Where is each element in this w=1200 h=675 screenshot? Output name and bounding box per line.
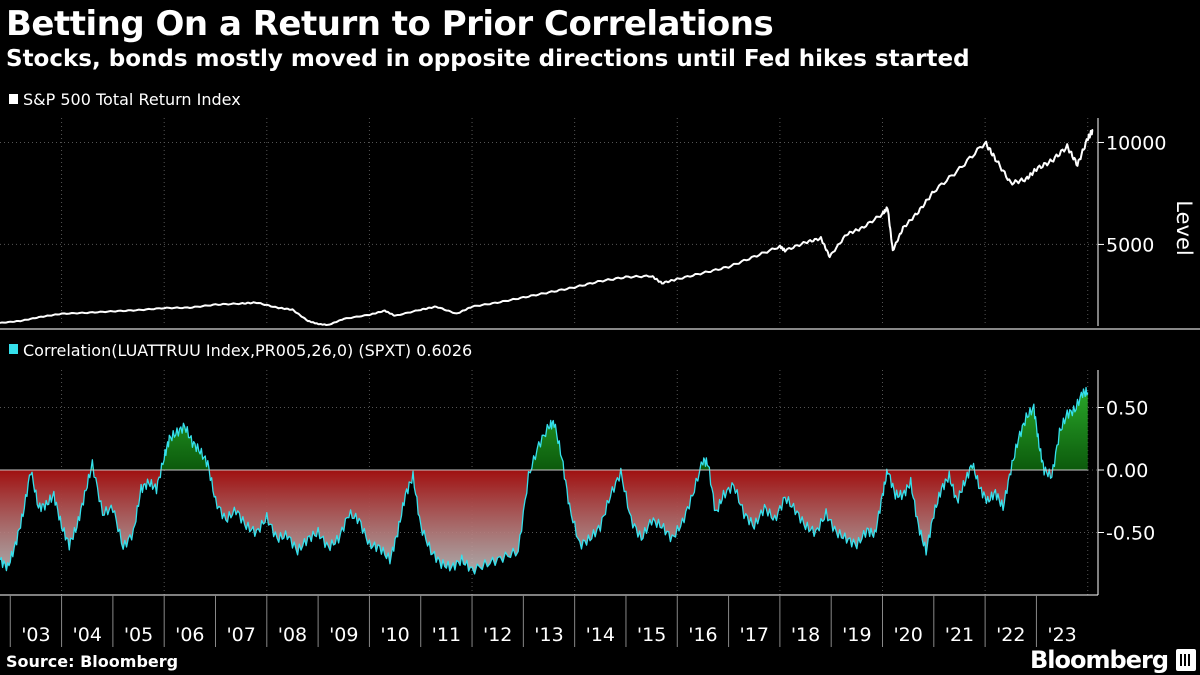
y-tick-label: 0.00	[1106, 460, 1148, 482]
price-panel: 5000 10000 Level S&P 500 Total Return Index	[0, 90, 1200, 330]
x-tick-label: '07	[226, 624, 255, 646]
source-note: Source: Bloomberg	[6, 652, 179, 671]
brand-logo-text: Bloomberg	[1030, 646, 1169, 674]
y-tick-label: 0.50	[1106, 398, 1148, 420]
legend-label: S&P 500 Total Return Index	[23, 90, 241, 109]
series-line-sp500	[0, 128, 1094, 327]
x-tick-label: '19	[842, 624, 871, 646]
legend-label: Correlation(LUATTRUU Index,PR005,26,0) (…	[23, 341, 472, 360]
x-tick-label: '10	[380, 624, 409, 646]
x-tick-label: '11	[432, 624, 461, 646]
y-tick-label: 5000	[1106, 234, 1154, 256]
x-tick-label: '05	[124, 624, 153, 646]
y-tick-label: -0.50	[1106, 523, 1155, 545]
x-tick-label: '04	[73, 624, 102, 646]
correlation-panel: 0.50 0.00 -0.50 Correlation(LUATTRUU Index,…	[0, 341, 1155, 647]
terminal-icon	[1176, 649, 1196, 671]
x-tick-label: '08	[278, 624, 307, 646]
legend-swatch	[9, 344, 18, 354]
x-tick-label: '06	[175, 624, 204, 646]
x-tick-label: '15	[637, 624, 666, 646]
chart-title: Betting On a Return to Prior Correlation…	[6, 4, 774, 44]
x-tick-label: '20	[893, 624, 922, 646]
legend-swatch	[9, 94, 18, 104]
x-tick-label: '21	[945, 624, 974, 646]
x-tick-label: '23	[1047, 624, 1076, 646]
y-axis-label: Level	[1172, 200, 1196, 255]
chart-subtitle: Stocks, bonds mostly moved in opposite d…	[6, 46, 970, 72]
x-tick-label: '18	[791, 624, 820, 646]
x-tick-label: '22	[996, 624, 1025, 646]
series-line-correlation	[0, 386, 1089, 575]
x-tick-label: '03	[21, 624, 50, 646]
x-tick-label: '14	[586, 624, 615, 646]
x-tick-label: '13	[534, 624, 563, 646]
negative-area	[0, 470, 1088, 574]
x-tick-label: '17	[740, 624, 769, 646]
x-tick-label: '16	[688, 624, 717, 646]
positive-area	[0, 387, 1088, 470]
x-tick-label: '12	[483, 624, 512, 646]
x-tick-label: '09	[329, 624, 358, 646]
y-tick-label: 10000	[1106, 132, 1166, 154]
